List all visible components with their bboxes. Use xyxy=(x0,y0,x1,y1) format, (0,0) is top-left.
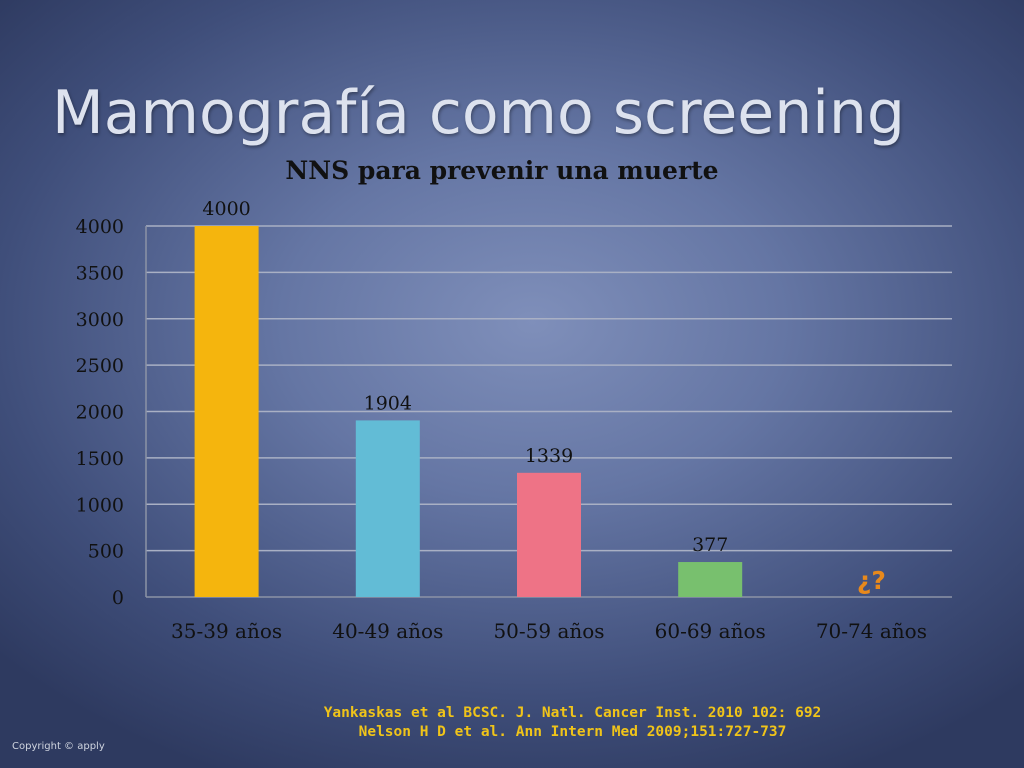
slide-title: Mamografía como screening xyxy=(52,78,906,148)
data-label: 1339 xyxy=(525,445,573,467)
y-tick-label: 3500 xyxy=(76,262,124,284)
y-tick-label: 2000 xyxy=(76,402,124,424)
chart-title: NNS para prevenir una muerte xyxy=(285,156,719,185)
y-tick-label: 0 xyxy=(112,587,124,609)
citation-yankaskas: Yankaskas et al BCSC. J. Natl. Cancer In… xyxy=(323,705,822,721)
data-label: 1904 xyxy=(364,392,412,414)
x-tick-label: 60-69 años xyxy=(655,619,766,643)
x-tick-label: 70-74 años xyxy=(816,619,927,643)
y-tick-label: 500 xyxy=(88,541,124,563)
bar-4 xyxy=(678,562,743,597)
bar-3 xyxy=(517,472,581,597)
y-tick-label: 1500 xyxy=(76,448,124,470)
data-label-unknown: ¿? xyxy=(857,566,886,595)
bar-2 xyxy=(355,420,420,597)
y-tick-label: 2500 xyxy=(76,355,124,377)
citation-nelson: Nelson H D et al. Ann Intern Med 2009;15… xyxy=(358,724,787,740)
x-tick-label: 40-49 años xyxy=(332,619,443,643)
copyright-note: Copyright © apply xyxy=(12,741,105,752)
bar-1 xyxy=(194,226,259,597)
y-tick-label: 3000 xyxy=(76,309,124,331)
x-tick-label: 35-39 años xyxy=(171,619,282,643)
data-label: 4000 xyxy=(202,198,250,220)
data-label: 377 xyxy=(692,534,728,556)
y-tick-label: 4000 xyxy=(76,216,124,238)
y-tick-label: 1000 xyxy=(76,494,124,516)
x-tick-label: 50-59 años xyxy=(493,619,604,643)
